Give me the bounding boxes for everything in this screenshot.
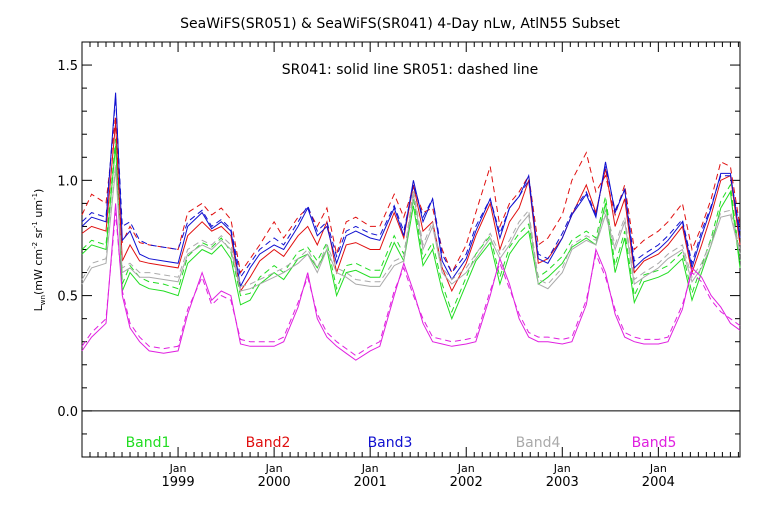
- series-line-band3-solid: [81, 92, 741, 288]
- y-tick-label: 1.5: [57, 59, 78, 74]
- y-axis: 0.0 0.5 1.0 1.5: [57, 41, 740, 458]
- legend-item-band3: Band3: [368, 435, 413, 451]
- x-tick-label-year: 2002: [450, 475, 483, 490]
- ylabel-main: L: [32, 304, 45, 311]
- ylabel-units-a: (mW cm: [32, 249, 45, 295]
- series-line-band1-solid: [81, 145, 741, 321]
- series-line-band5-solid: [81, 203, 741, 361]
- x-tick-label-month: Jan: [169, 462, 187, 475]
- y-tick-label: 0.0: [57, 405, 78, 420]
- ylabel-units-c: um: [32, 200, 45, 221]
- series-line-band5-dashed: [81, 212, 741, 357]
- plot-area: [81, 41, 741, 458]
- y-axis-label-text: Lwn(mW cm-2 sr-1 um-1): [31, 189, 47, 312]
- ylabel-sup-2: -1: [31, 221, 39, 228]
- series-lines: [81, 92, 741, 361]
- series-line-band4-solid: [81, 168, 741, 292]
- chart-title: SeaWiFS(SR051) & SeaWiFS(SR041) 4-Day nL…: [180, 16, 620, 32]
- x-tick-label-year: 2001: [354, 475, 387, 490]
- legend-item-band4: Band4: [516, 435, 561, 451]
- series-line-band3-dashed: [81, 97, 741, 279]
- line-style-annotation: SR041: solid line SR051: dashed line: [282, 62, 539, 78]
- x-tick-label-year: 2003: [546, 475, 579, 490]
- x-tick-label-year: 1999: [162, 475, 195, 490]
- y-tick-label: 1.0: [57, 174, 78, 189]
- x-tick-label-month: Jan: [361, 462, 379, 475]
- x-tick-label-month: Jan: [649, 462, 667, 475]
- legend-item-band5: Band5: [632, 435, 677, 451]
- y-tick-label: 0.5: [57, 290, 78, 305]
- series-line-band4-dashed: [81, 164, 741, 288]
- legend-item-band1: Band1: [126, 435, 171, 451]
- plot-border: [81, 41, 741, 458]
- ylabel-sup-1: -2: [31, 242, 39, 249]
- ylabel-sup-3: -1: [31, 193, 39, 200]
- legend-item-band2: Band2: [246, 435, 291, 451]
- x-tick-label-month: Jan: [457, 462, 475, 475]
- legend: Band1 Band2 Band3 Band4 Band5: [126, 435, 677, 451]
- ylabel-units-d: ): [32, 189, 45, 193]
- x-tick-label-year: 2004: [642, 475, 675, 490]
- x-tick-label-year: 2000: [258, 475, 291, 490]
- x-tick-label-month: Jan: [553, 462, 571, 475]
- ylabel-units-b: sr: [32, 228, 45, 242]
- x-tick-label-month: Jan: [265, 462, 283, 475]
- series-line-band2-solid: [81, 122, 741, 293]
- x-axis: Jan1999Jan2000Jan2001Jan2002Jan2003Jan20…: [81, 42, 739, 490]
- ylabel-sub: wn: [39, 295, 47, 305]
- y-axis-label: Lwn(mW cm-2 sr-1 um-1): [31, 189, 47, 312]
